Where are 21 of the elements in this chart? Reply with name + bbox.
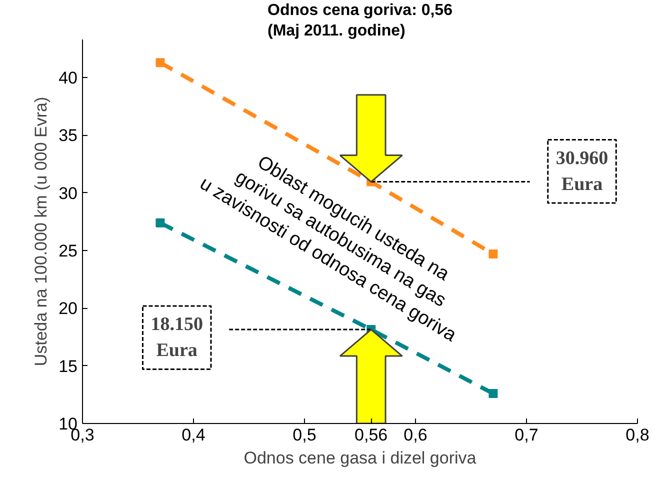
y-tick-label: 20 — [58, 299, 78, 318]
y-tick-label: 30 — [58, 184, 78, 203]
x-tick-label: 0,5 — [292, 426, 316, 444]
y-tick-label: 40 — [58, 68, 78, 88]
x-tick-label: 0,4 — [182, 426, 206, 444]
x-tick-label: 0,7 — [514, 426, 538, 444]
x-tick-label: 0,6 — [404, 426, 428, 444]
y-tick-label: 25 — [58, 242, 78, 261]
chart-title: Odnos cena goriva: 0,56 (Maj 2011. godine) — [268, 2, 453, 40]
point — [156, 218, 165, 228]
x-tick-label: 0,8 — [626, 426, 650, 444]
y-axis-title: Usteda na 100.000 km (u 000 Evra) — [32, 96, 51, 366]
point — [488, 249, 498, 258]
x-axis-title: Odnos cene gasa i dizel goriva — [244, 448, 477, 468]
y-tick-label: 15 — [58, 356, 78, 376]
point — [488, 389, 498, 398]
x-tick-label: 0,56 — [354, 426, 388, 444]
point — [156, 58, 165, 68]
annotation: 18.150 Eura — [150, 314, 203, 362]
y-tick-label: 35 — [58, 126, 78, 146]
annotation: 30.960 Eura — [556, 148, 608, 196]
